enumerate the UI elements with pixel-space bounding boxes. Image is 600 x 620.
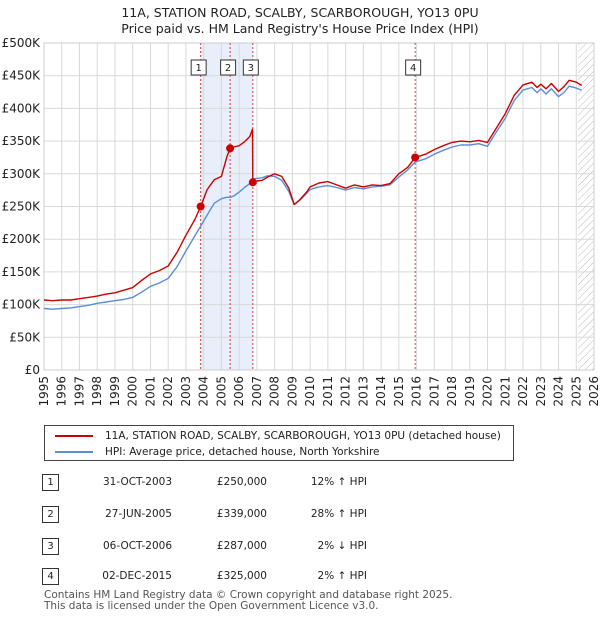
x-tick-label: 2000 [126, 376, 140, 407]
y-tick-label: £500K [2, 36, 42, 50]
y-tick-label: £100K [2, 298, 42, 312]
transaction-hpi-diff: 12% ↑ HPI [310, 476, 367, 488]
sale-marker-box [242, 59, 259, 76]
y-tick-label: £250K [2, 200, 42, 214]
sale-marker-label: 3 [248, 63, 254, 74]
transaction-date: 27-JUN-2005 [105, 508, 172, 520]
transaction-number: 2 [42, 506, 59, 523]
y-tick-label: £300K [2, 167, 42, 181]
x-tick-label: 2007 [250, 376, 264, 407]
sale-marker-box [220, 59, 237, 76]
x-tick-label: 1995 [37, 376, 51, 407]
transaction-date: 31-OCT-2003 [103, 476, 172, 488]
table-row: 4 02-DEC-2015 £325,000 2% ↑ HPI [42, 566, 442, 588]
table-row: 2 27-JUN-2005 £339,000 28% ↑ HPI [42, 504, 442, 526]
x-tick-label: 2013 [356, 376, 370, 407]
chart-legend: 11A, STATION ROAD, SCALBY, SCARBOROUGH, … [44, 425, 514, 461]
x-tick-label: 2005 [214, 376, 228, 407]
x-tick-label: 2022 [516, 376, 530, 407]
y-tick-label: £350K [2, 134, 42, 148]
x-tick-label: 1998 [90, 376, 104, 407]
price-chart: £0 £50K £100K £150K £200K £250K £300K £350K £400… [2, 36, 600, 407]
x-tick-label: 2026 [587, 376, 600, 407]
x-tick-label: 2006 [232, 376, 246, 407]
chart-title: 11A, STATION ROAD, SCALBY, SCARBOROUGH, … [0, 5, 600, 37]
x-tick-label: 2016 [410, 376, 424, 407]
transaction-hpi-diff: 28% ↑ HPI [310, 508, 367, 520]
transaction-hpi-diff: 2% ↓ HPI [317, 540, 367, 552]
transaction-hpi-diff: 2% ↑ HPI [317, 570, 367, 582]
x-tick-label: 2010 [303, 376, 317, 407]
y-tick-label: £50K [9, 330, 41, 344]
x-tick-label: 2014 [374, 376, 388, 407]
x-tick-label: 2009 [285, 376, 299, 407]
x-tick-label: 2019 [463, 376, 477, 407]
footer-attribution: Contains HM Land Registry data © Crown c… [44, 590, 452, 612]
transaction-date: 02-DEC-2015 [102, 570, 172, 582]
x-tick-label: 2024 [552, 376, 566, 407]
y-tick-label: £200K [2, 232, 42, 246]
footer-copyright: Contains HM Land Registry data © Crown c… [44, 589, 453, 601]
sale-marker-box [405, 59, 422, 76]
x-tick-label: 2015 [392, 376, 406, 407]
x-tick-label: 2017 [427, 376, 441, 407]
x-tick-label: 2020 [481, 376, 495, 407]
footer-licence: This data is licensed under the Open Gov… [44, 600, 379, 612]
sale-point [196, 202, 205, 211]
title-subtitle: Price paid vs. HM Land Registry's House … [121, 21, 479, 36]
y-tick-label: £0 [25, 363, 40, 377]
title-address: 11A, STATION ROAD, SCALBY, SCARBOROUGH, … [121, 5, 479, 20]
legend-swatch-property [55, 435, 93, 437]
x-tick-label: 1997 [72, 376, 86, 407]
y-tick-label: £150K [2, 265, 42, 279]
legend-swatch-hpi [55, 451, 93, 453]
x-tick-label: 2025 [569, 376, 583, 407]
plot-frame [43, 42, 595, 371]
x-tick-label: 2018 [445, 376, 459, 407]
sale-marker-label: 1 [195, 63, 201, 74]
sale-marker-box [190, 59, 207, 76]
sale-point [226, 144, 235, 153]
sale-marker-label: 2 [225, 63, 231, 74]
x-tick-label: 2008 [268, 376, 282, 407]
table-row: 1 31-OCT-2003 £250,000 12% ↑ HPI [42, 472, 442, 494]
x-tick-label: 2011 [321, 376, 335, 407]
table-row: 3 06-OCT-2006 £287,000 2% ↓ HPI [42, 536, 442, 558]
transaction-date: 06-OCT-2006 [103, 540, 172, 552]
x-tick-label: 2012 [339, 376, 353, 407]
sale-point [411, 153, 420, 162]
series-line-property [43, 79, 582, 302]
transaction-number: 4 [42, 568, 59, 585]
x-tick-label: 2001 [143, 376, 157, 407]
x-tick-label: 2004 [197, 376, 211, 407]
legend-label-hpi: HPI: Average price, detached house, Nort… [105, 446, 380, 458]
x-tick-label: 2023 [534, 376, 548, 407]
legend-label-property: 11A, STATION ROAD, SCALBY, SCARBOROUGH, … [105, 430, 501, 442]
x-tick-label: 2003 [179, 376, 193, 407]
x-tick-label: 2021 [498, 376, 512, 407]
transaction-price: £250,000 [216, 476, 267, 488]
transaction-number: 1 [42, 474, 59, 491]
y-tick-label: £450K [2, 69, 42, 83]
transaction-price: £287,000 [216, 540, 267, 552]
transaction-price: £339,000 [216, 508, 267, 520]
sale-point [248, 178, 257, 187]
x-tick-label: 1999 [108, 376, 122, 407]
x-tick-label: 1996 [55, 376, 69, 407]
y-tick-label: £400K [2, 101, 42, 115]
x-tick-label: 2002 [161, 376, 175, 407]
sale-marker-label: 4 [410, 63, 416, 74]
transaction-price: £325,000 [216, 570, 267, 582]
transaction-number: 3 [42, 538, 59, 555]
